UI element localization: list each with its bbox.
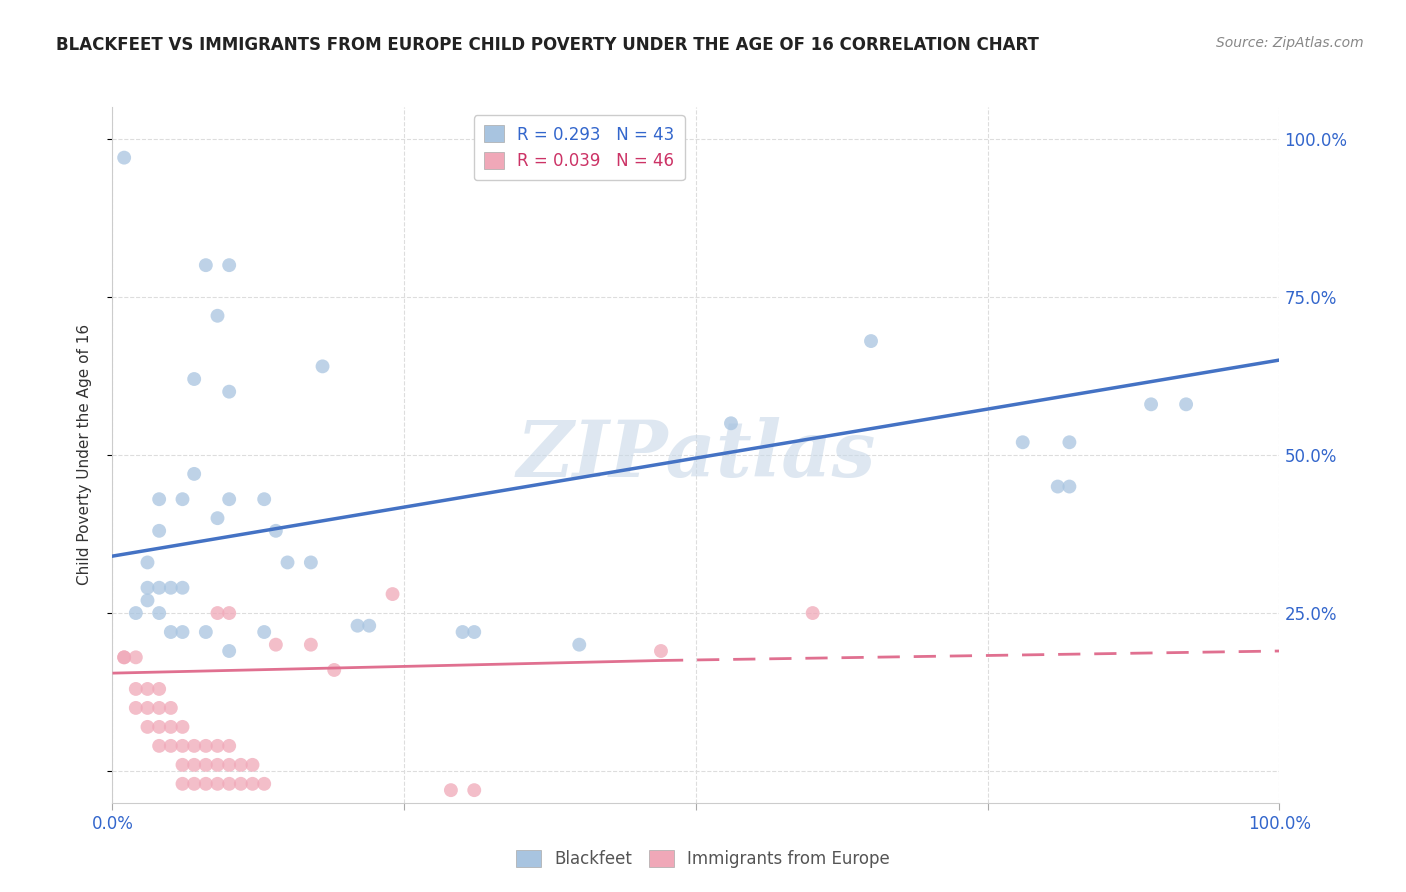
Point: [194, 625, 217, 640]
Point: [172, 625, 194, 640]
Point: [136, 593, 159, 607]
Point: [720, 417, 742, 431]
Point: [264, 524, 287, 538]
Point: [1059, 479, 1081, 493]
Point: [183, 777, 205, 791]
Point: [650, 644, 672, 658]
Point: [218, 492, 240, 507]
Legend: R = 0.293   N = 43, R = 0.039   N = 46: R = 0.293 N = 43, R = 0.039 N = 46: [474, 115, 685, 180]
Point: [242, 757, 264, 772]
Point: [125, 701, 148, 715]
Point: [160, 581, 183, 595]
Point: [148, 720, 170, 734]
Point: [276, 556, 298, 570]
Point: [1011, 435, 1033, 450]
Point: [218, 606, 240, 620]
Point: [299, 638, 322, 652]
Point: [148, 606, 170, 620]
Point: [359, 618, 381, 632]
Text: ZIPatlas: ZIPatlas: [516, 417, 876, 493]
Point: [148, 739, 170, 753]
Point: [568, 638, 591, 652]
Point: [299, 556, 322, 570]
Point: [160, 739, 183, 753]
Point: [218, 258, 240, 272]
Point: [218, 757, 240, 772]
Point: [194, 757, 217, 772]
Y-axis label: Child Poverty Under the Age of 16: Child Poverty Under the Age of 16: [77, 325, 91, 585]
Point: [183, 372, 205, 386]
Point: [323, 663, 346, 677]
Point: [183, 739, 205, 753]
Point: [229, 777, 252, 791]
Point: [148, 581, 170, 595]
Point: [1140, 397, 1163, 411]
Point: [381, 587, 404, 601]
Point: [229, 757, 252, 772]
Point: [160, 720, 183, 734]
Point: [242, 777, 264, 791]
Point: [194, 777, 217, 791]
Point: [125, 606, 148, 620]
Point: [253, 492, 276, 507]
Point: [218, 644, 240, 658]
Point: [463, 783, 485, 797]
Point: [136, 701, 159, 715]
Point: [172, 492, 194, 507]
Point: [172, 739, 194, 753]
Point: [172, 777, 194, 791]
Point: [463, 625, 485, 640]
Point: [801, 606, 824, 620]
Point: [207, 757, 229, 772]
Point: [148, 492, 170, 507]
Point: [440, 783, 463, 797]
Point: [160, 625, 183, 640]
Point: [183, 467, 205, 481]
Point: [1046, 479, 1069, 493]
Point: [346, 618, 368, 632]
Point: [125, 650, 148, 665]
Point: [207, 511, 229, 525]
Point: [136, 581, 159, 595]
Point: [311, 359, 333, 374]
Point: [218, 777, 240, 791]
Point: [253, 625, 276, 640]
Point: [136, 720, 159, 734]
Point: [207, 309, 229, 323]
Point: [148, 701, 170, 715]
Point: [172, 720, 194, 734]
Point: [1059, 435, 1081, 450]
Text: Source: ZipAtlas.com: Source: ZipAtlas.com: [1216, 36, 1364, 50]
Point: [218, 739, 240, 753]
Point: [160, 701, 183, 715]
Point: [194, 739, 217, 753]
Point: [112, 650, 135, 665]
Point: [207, 606, 229, 620]
Point: [125, 681, 148, 696]
Text: BLACKFEET VS IMMIGRANTS FROM EUROPE CHILD POVERTY UNDER THE AGE OF 16 CORRELATIO: BLACKFEET VS IMMIGRANTS FROM EUROPE CHIL…: [56, 36, 1039, 54]
Point: [1175, 397, 1198, 411]
Point: [112, 151, 135, 165]
Point: [859, 334, 883, 348]
Point: [112, 650, 135, 665]
Point: [194, 258, 217, 272]
Point: [172, 757, 194, 772]
Point: [136, 681, 159, 696]
Point: [207, 739, 229, 753]
Point: [207, 777, 229, 791]
Point: [183, 757, 205, 772]
Legend: Blackfeet, Immigrants from Europe: Blackfeet, Immigrants from Europe: [509, 843, 897, 875]
Point: [136, 556, 159, 570]
Point: [172, 581, 194, 595]
Point: [264, 638, 287, 652]
Point: [451, 625, 474, 640]
Point: [218, 384, 240, 399]
Point: [148, 681, 170, 696]
Point: [148, 524, 170, 538]
Point: [253, 777, 276, 791]
